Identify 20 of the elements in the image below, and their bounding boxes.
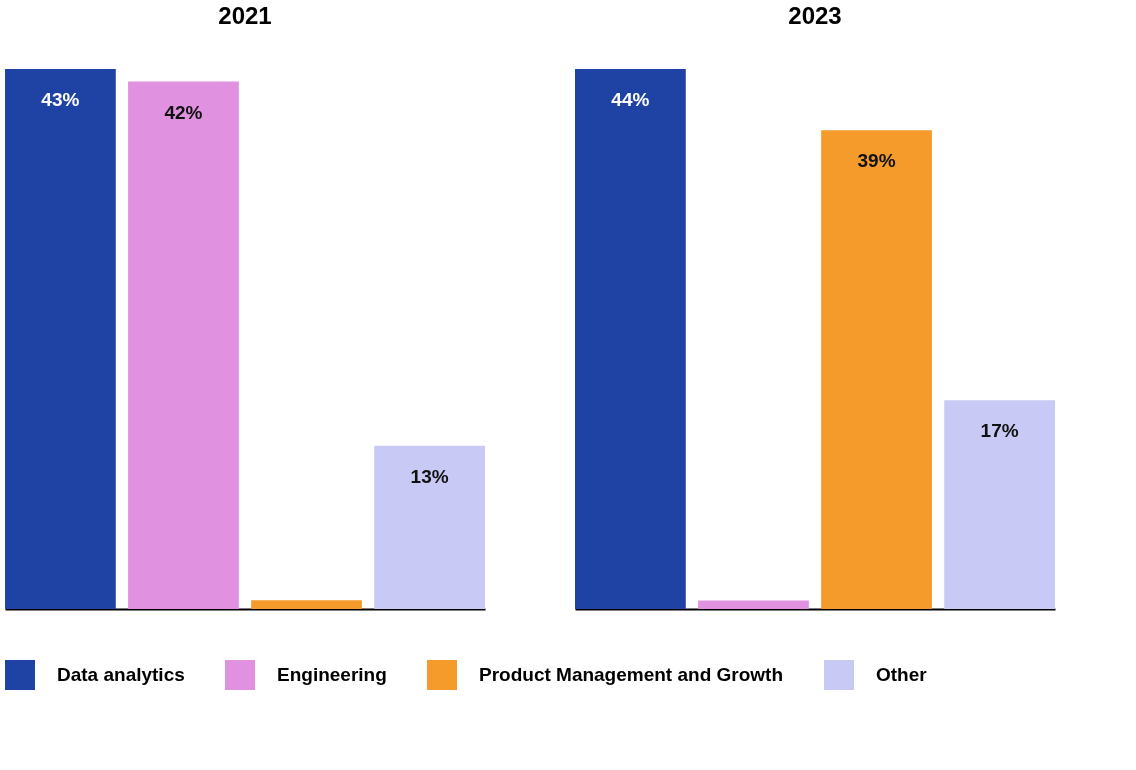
bar (944, 400, 1055, 609)
data-label: 44% (611, 89, 650, 110)
bar (374, 445, 485, 609)
legend-label: Other (876, 664, 928, 685)
bar (5, 69, 116, 609)
legend-label: Data analytics (57, 664, 185, 685)
data-label: 39% (857, 150, 896, 172)
bar (251, 600, 362, 609)
data-label: 13% (410, 465, 449, 487)
data-label: 43% (41, 89, 80, 110)
bar (698, 600, 809, 609)
chart-title: 2021 (218, 2, 272, 29)
legend-label: Product Management and Growth (479, 664, 784, 685)
bar (821, 130, 932, 609)
data-label: 42% (164, 101, 203, 123)
data-label: 17% (980, 420, 1019, 442)
bar (575, 69, 686, 609)
bar (128, 81, 239, 609)
legend-label: Engineering (277, 664, 387, 685)
chart-title: 2023 (788, 2, 842, 29)
